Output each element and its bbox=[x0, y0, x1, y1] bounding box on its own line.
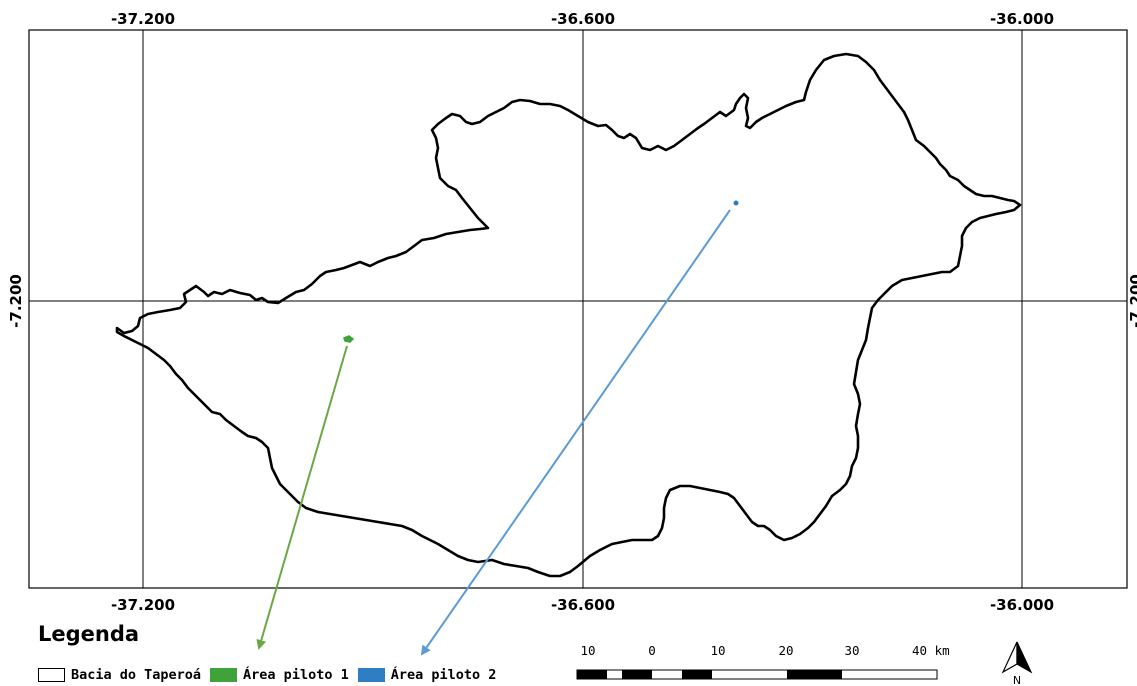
top-lon-label-2: -36.600 bbox=[551, 10, 615, 28]
bottom-lon-label-2: -36.600 bbox=[551, 596, 615, 614]
scale-bar: 10 0 10 20 30 40 km bbox=[576, 643, 950, 680]
left-lat-label: -7.200 bbox=[7, 274, 25, 328]
north-arrow-label: N bbox=[1013, 674, 1021, 686]
right-lat-label: -7.200 bbox=[1127, 274, 1137, 328]
legend-item-bacia: Bacia do Taperoá bbox=[38, 667, 201, 683]
scale-label-4: 20 bbox=[778, 643, 793, 658]
scale-label-2: 0 bbox=[648, 643, 656, 658]
legend: Bacia do Taperoá Área piloto 1 Área pilo… bbox=[38, 666, 505, 684]
scale-segment-4 bbox=[787, 670, 842, 679]
map-frame bbox=[28, 29, 1128, 589]
scale-segment-3 bbox=[682, 670, 712, 679]
legend-item-area-piloto-2: Área piloto 2 bbox=[357, 667, 497, 683]
legend-title: Legenda bbox=[38, 622, 140, 646]
scale-label-3: 10 bbox=[710, 643, 725, 658]
top-lon-label-3: -36.000 bbox=[990, 10, 1054, 28]
scale-segment-1 bbox=[577, 670, 607, 679]
north-arrow-right-half bbox=[1016, 641, 1033, 674]
bottom-lon-label-3: -36.000 bbox=[990, 596, 1054, 614]
legend-label-bacia: Bacia do Taperoá bbox=[71, 667, 202, 683]
scale-segment-2 bbox=[622, 670, 652, 679]
legend-label-area-piloto-2: Área piloto 2 bbox=[390, 667, 497, 683]
legend-swatch-area-piloto-1 bbox=[210, 668, 238, 682]
legend-label-area-piloto-1: Área piloto 1 bbox=[243, 667, 349, 683]
top-lon-label-1: -37.200 bbox=[111, 10, 175, 28]
area-piloto-1-polygon bbox=[343, 335, 355, 343]
basin-taperoa-outline bbox=[115, 52, 1022, 578]
arrow-area-piloto-1 bbox=[256, 345, 348, 650]
legend-swatch-bacia bbox=[38, 668, 65, 682]
area-piloto-2-polygon bbox=[733, 200, 739, 206]
north-arrow-left-half bbox=[1001, 641, 1018, 674]
scale-label-6: 40 km bbox=[912, 643, 950, 658]
scale-label-5: 30 bbox=[844, 643, 859, 658]
legend-item-area-piloto-1: Área piloto 1 bbox=[210, 667, 349, 683]
arrow-area-piloto-2 bbox=[420, 209, 731, 656]
bottom-lon-label-1: -37.200 bbox=[111, 596, 175, 614]
legend-swatch-area-piloto-2 bbox=[357, 668, 385, 682]
north-arrow: N bbox=[1001, 641, 1033, 686]
scale-label-1: 10 bbox=[580, 643, 595, 658]
